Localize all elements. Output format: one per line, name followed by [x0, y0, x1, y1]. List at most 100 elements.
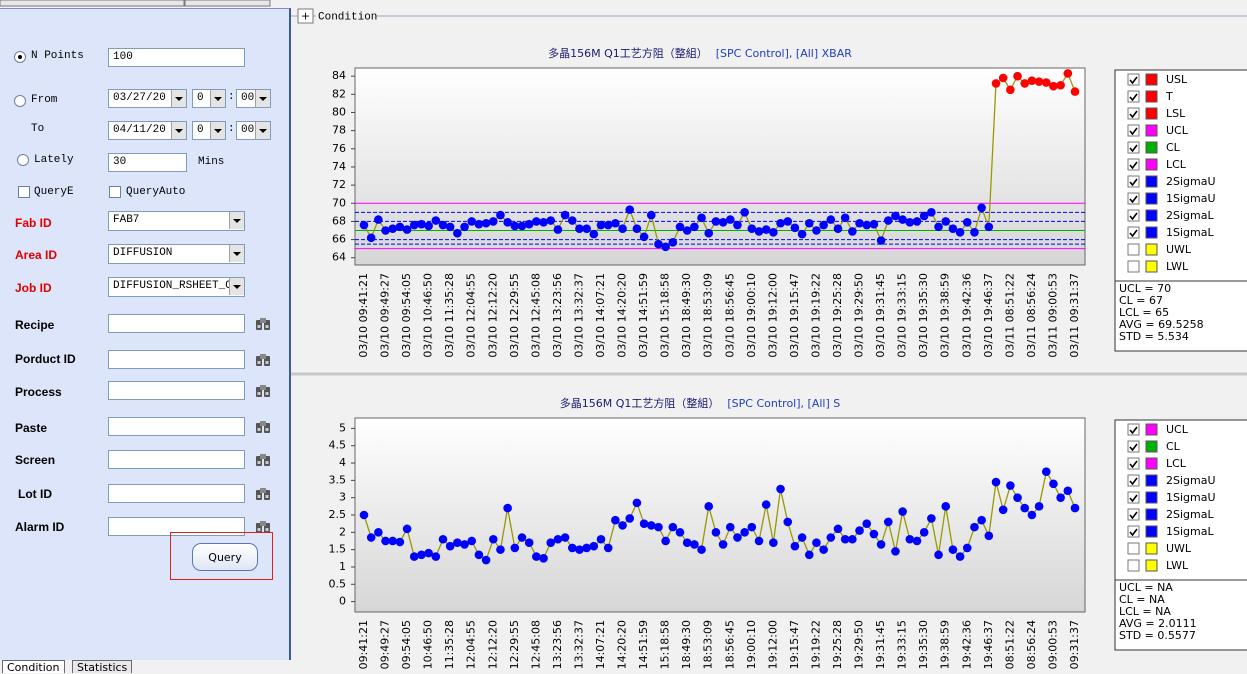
- stat-line: UCL = NA: [1119, 581, 1173, 594]
- legend-label: 2SigmaU: [1166, 175, 1216, 188]
- radio-n-points[interactable]: [14, 51, 26, 63]
- dropdown-arrow[interactable]: [210, 90, 225, 107]
- data-point: [503, 503, 512, 513]
- y-tick-label: 0.5: [329, 577, 347, 590]
- data-point: [675, 528, 685, 537]
- to-minute[interactable]: 00: [236, 121, 271, 140]
- search-icon[interactable]: [255, 487, 271, 501]
- legend-checkbox: [1127, 226, 1140, 239]
- expand-sign[interactable]: +: [301, 10, 310, 23]
- search-icon[interactable]: [255, 453, 271, 467]
- search-icon[interactable]: [255, 317, 271, 331]
- to-date[interactable]: 04/11/20: [108, 121, 187, 140]
- legend-swatch: [1145, 440, 1158, 453]
- n-points-input[interactable]: 100: [108, 48, 245, 67]
- data-point: [812, 226, 821, 235]
- text-input[interactable]: [108, 417, 245, 436]
- legend-swatch: [1145, 260, 1158, 273]
- data-point: [998, 73, 1008, 83]
- x-tick-label: 03/10 18:56:45: [723, 273, 736, 358]
- dropdown-arrow[interactable]: [229, 278, 244, 295]
- data-point: [417, 219, 426, 229]
- dropdown-arrow[interactable]: [229, 245, 244, 262]
- data-point: [690, 540, 699, 549]
- legend-label: USL: [1166, 73, 1188, 86]
- x-tick-label: 03/10 10:46:50: [422, 620, 435, 672]
- data-point: [366, 533, 376, 542]
- data-point: [546, 538, 556, 548]
- data-point: [819, 220, 828, 230]
- data-point: [962, 218, 972, 227]
- select[interactable]: DIFFUSION_RSHEET_OC: [108, 277, 245, 297]
- legend-checkbox: [1127, 508, 1140, 521]
- x-tick-label: 03/10 14:20:20: [616, 620, 629, 672]
- data-point: [682, 538, 692, 548]
- check-mark: [1129, 511, 1138, 520]
- x-tick-label: 03/11 09:31:37: [1068, 620, 1081, 672]
- legend-swatch: [1145, 107, 1158, 120]
- search-icon[interactable]: [255, 384, 271, 398]
- lately-input[interactable]: 30: [108, 153, 187, 172]
- dropdown-arrow[interactable]: [210, 122, 225, 139]
- legend-label: 2SigmaL: [1166, 209, 1214, 222]
- from-minute[interactable]: 00: [236, 89, 271, 108]
- legend-swatch: [1145, 141, 1158, 154]
- dropdown-arrow[interactable]: [255, 90, 270, 107]
- field-label: Area ID: [15, 248, 58, 262]
- from-hour[interactable]: 0: [192, 89, 226, 108]
- legend-checkbox: [1127, 209, 1140, 222]
- data-point: [474, 550, 484, 560]
- checkbox-query-auto[interactable]: [109, 186, 121, 198]
- x-tick-label: 03/10 14:51:59: [637, 620, 650, 672]
- text-input[interactable]: [108, 450, 245, 469]
- search-icon[interactable]: [255, 520, 271, 534]
- data-point: [855, 218, 864, 228]
- check-mark: [1129, 76, 1138, 85]
- legend-label: UCL: [1166, 124, 1189, 137]
- x-tick-label: 03/11 09:00:53: [1046, 273, 1059, 358]
- expand-box[interactable]: [297, 8, 314, 24]
- tab[interactable]: Statistics: [72, 660, 133, 674]
- data-point: [833, 524, 843, 534]
- legend-label: 2SigmaU: [1166, 474, 1216, 487]
- text-input[interactable]: [108, 484, 245, 503]
- text-input[interactable]: [108, 350, 245, 369]
- dropdown-arrow[interactable]: [255, 122, 270, 139]
- text-input[interactable]: [108, 381, 245, 400]
- check-mark: [1129, 178, 1138, 187]
- query-button[interactable]: Query: [192, 543, 258, 571]
- data-point: [1056, 493, 1065, 502]
- select[interactable]: FAB7: [108, 211, 245, 231]
- data-point: [582, 224, 591, 233]
- dropdown-arrow[interactable]: [171, 122, 186, 139]
- data-point: [876, 236, 886, 245]
- data-point: [970, 228, 979, 237]
- y-tick-label: 82: [332, 87, 346, 100]
- dropdown-arrow[interactable]: [229, 212, 244, 229]
- x-tick-label: 03/10 12:04:55: [465, 273, 478, 358]
- stat-line: LCL = 65: [1119, 306, 1169, 319]
- data-point: [395, 537, 405, 547]
- checkbox-query-e[interactable]: [18, 186, 30, 198]
- text-input[interactable]: [108, 517, 245, 536]
- plot-background: [354, 417, 1086, 613]
- radio-from[interactable]: [14, 95, 26, 107]
- text-input[interactable]: [108, 314, 245, 333]
- radio-lately[interactable]: [17, 154, 29, 166]
- select[interactable]: DIFFUSION: [108, 244, 245, 264]
- search-icon[interactable]: [255, 420, 271, 434]
- data-point: [1063, 69, 1073, 78]
- search-icon[interactable]: [255, 353, 271, 367]
- data-point: [488, 534, 498, 544]
- data-point: [1034, 77, 1044, 86]
- from-date[interactable]: 03/27/20: [108, 89, 187, 108]
- dropdown-arrow[interactable]: [171, 90, 186, 107]
- tab[interactable]: Condition: [2, 660, 65, 674]
- data-point: [833, 224, 843, 233]
- data-point: [366, 233, 376, 243]
- to-hour[interactable]: 0: [192, 121, 226, 140]
- x-tick-label: 03/10 19:42:36: [960, 273, 973, 358]
